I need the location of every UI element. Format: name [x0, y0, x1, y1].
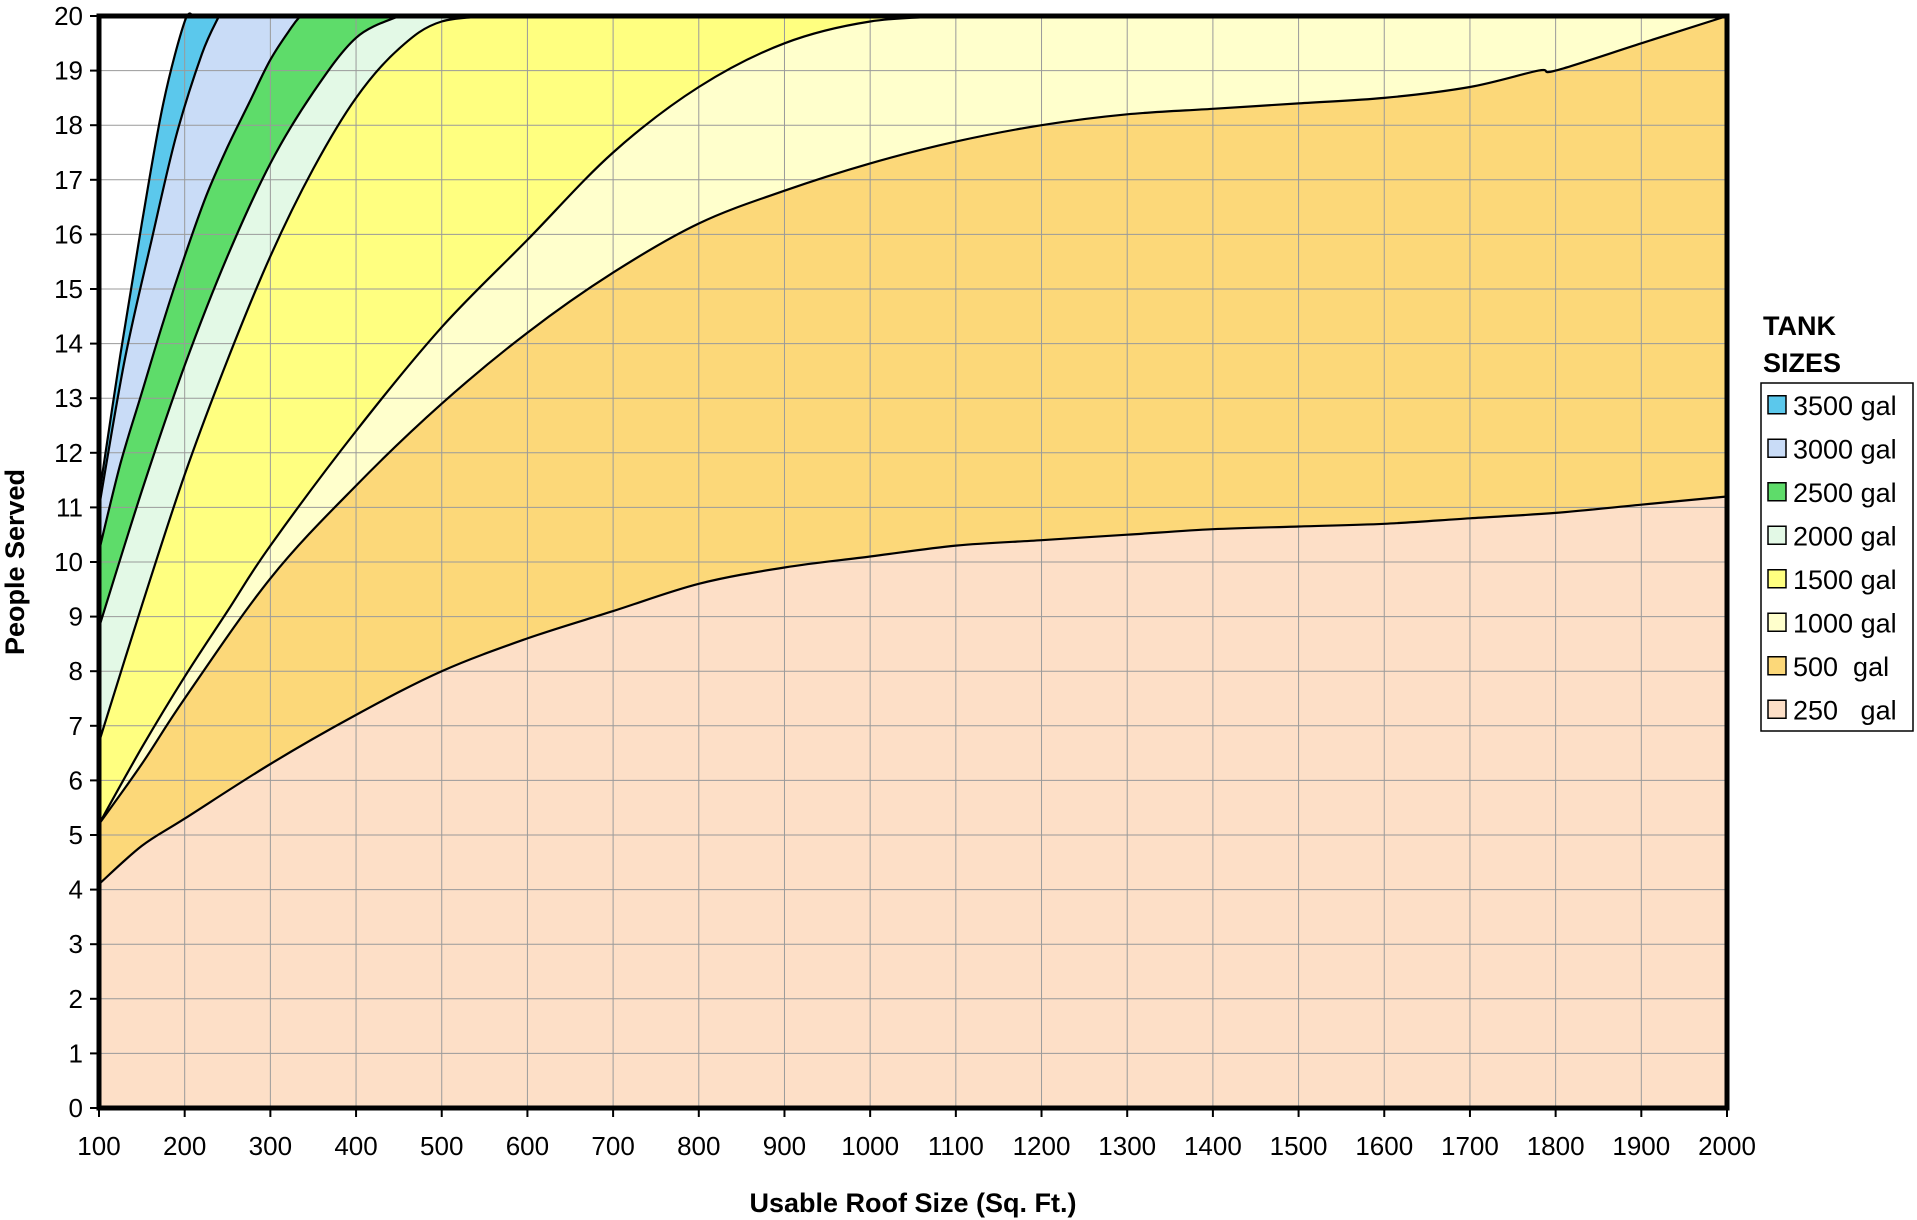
x-tick-label: 200: [163, 1131, 206, 1161]
x-tick-label: 400: [334, 1131, 377, 1161]
legend-swatch-1000-gal: [1767, 612, 1787, 632]
x-tick-label: 1000: [841, 1131, 899, 1161]
y-tick-label: 6: [69, 765, 83, 795]
y-tick-label: 12: [54, 438, 83, 468]
legend: 3500 gal 3000 gal 2500 gal 2000 gal 1500 gal…: [1760, 382, 1914, 732]
x-axis-title: Usable Roof Size (Sq. Ft.): [749, 1188, 1076, 1218]
y-tick-label: 10: [54, 547, 83, 577]
legend-title-line-2: SIZES: [1763, 348, 1841, 378]
y-tick-label: 0: [69, 1093, 83, 1123]
y-tick-label: 2: [69, 984, 83, 1014]
y-tick-label: 7: [69, 711, 83, 741]
y-tick-label: 17: [54, 165, 83, 195]
y-tick-label: 11: [56, 492, 83, 522]
line-2000-gal: [97, 15, 400, 628]
gridlines: [99, 16, 1727, 1108]
x-tick-label: 1900: [1612, 1131, 1670, 1161]
line-3000-gal: [97, 15, 221, 508]
x-tick-label: 1100: [928, 1131, 984, 1161]
line-1000-gal: [98, 14, 956, 825]
legend-swatch-1500-gal: [1767, 569, 1787, 589]
x-tick-label: 700: [591, 1131, 634, 1161]
x-tick-label: 800: [677, 1131, 720, 1161]
y-tick-label: 19: [54, 56, 83, 86]
x-tick-label: 1400: [1184, 1131, 1242, 1161]
line-250-gal: [98, 495, 1728, 885]
y-tick-label: 8: [69, 656, 83, 686]
x-tick-label: 1800: [1527, 1131, 1585, 1161]
legend-swatch-500-gal: [1767, 656, 1787, 676]
x-tick-label: 600: [506, 1131, 549, 1161]
legend-swatch-250-gal: [1767, 699, 1787, 719]
y-tick-label: 13: [54, 383, 83, 413]
legend-label-1000-gal: 1000 gal: [1793, 608, 1897, 638]
line-2500-gal: [97, 15, 302, 552]
y-axis-title: People Served: [0, 469, 30, 655]
y-tick-label: 16: [54, 219, 83, 249]
y-tick-label: 4: [69, 875, 83, 905]
x-tick-label: 900: [763, 1131, 806, 1161]
legend-swatch-2000-gal: [1767, 525, 1787, 545]
legend-label-2500-gal: 2500 gal: [1793, 478, 1897, 508]
legend-swatch-3500-gal: [1767, 395, 1787, 415]
y-tick-label: 20: [54, 1, 83, 31]
legend-label-3000-gal: 3000 gal: [1793, 434, 1897, 464]
y-tick-label: 15: [54, 274, 83, 304]
x-axis: 100 200 300 400 500 600 700 800 900 1000 1100 1200 1…: [77, 1108, 1756, 1161]
legend-label-1500-gal: 1500 gal: [1793, 565, 1897, 595]
y-tick-label: 1: [69, 1038, 83, 1068]
legend-label-3500-gal: 3500 gal: [1793, 391, 1897, 421]
x-tick-label: 2000: [1698, 1131, 1756, 1161]
x-tick-label: 300: [249, 1131, 292, 1161]
x-tick-label: 500: [420, 1131, 463, 1161]
y-tick-label: 3: [69, 929, 83, 959]
line-3500-gal: [97, 12, 195, 497]
y-tick-label: 14: [54, 329, 83, 359]
legend-swatch-2500-gal: [1767, 482, 1787, 502]
x-tick-label: 1600: [1355, 1131, 1413, 1161]
x-tick-label: 1700: [1441, 1131, 1499, 1161]
x-tick-label: 1300: [1098, 1131, 1156, 1161]
y-tick-label: 9: [69, 602, 83, 632]
y-tick-label: 5: [69, 820, 83, 850]
line-1500-gal: [97, 14, 507, 743]
y-tick-label: 18: [54, 110, 83, 140]
legend-title-line-1: TANK: [1763, 311, 1836, 341]
legend-label-250-gal: 250 gal: [1793, 695, 1897, 725]
x-tick-label: 1500: [1270, 1131, 1328, 1161]
series-lines: [97, 12, 1728, 885]
legend-swatch-3000-gal: [1767, 438, 1787, 458]
legend-label-500-gal: 500 gal: [1793, 652, 1889, 682]
x-tick-label: 100: [77, 1131, 120, 1161]
line-500-gal: [98, 14, 1728, 825]
legend-label-2000-gal: 2000 gal: [1793, 521, 1897, 551]
area-250-gal: [99, 496, 1727, 1108]
x-tick-label: 1200: [1013, 1131, 1071, 1161]
